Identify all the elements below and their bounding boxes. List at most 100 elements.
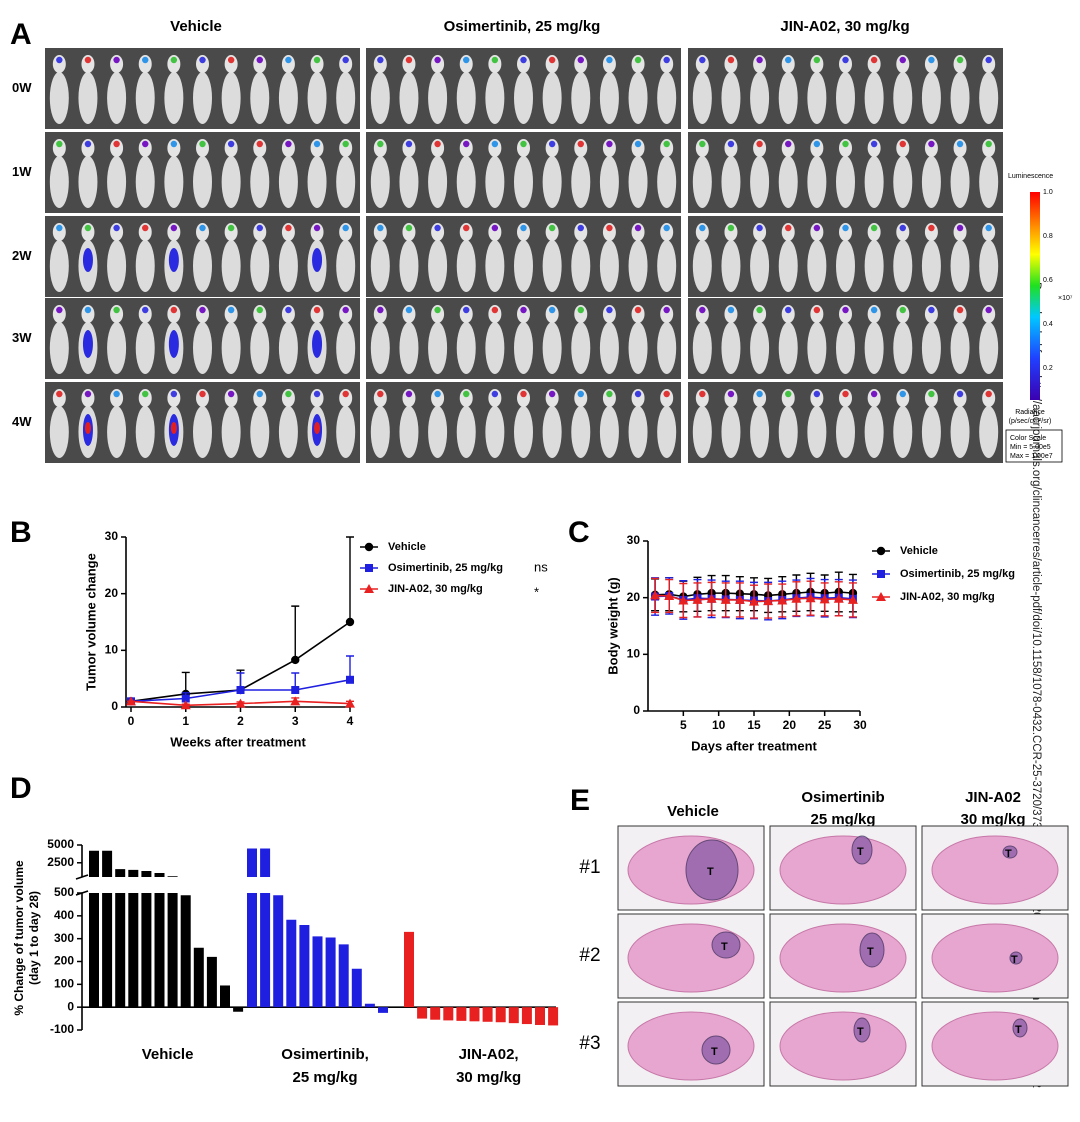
y-tick-label: 2500 [47, 855, 74, 869]
mouse-body [721, 156, 741, 208]
bar [141, 870, 152, 1008]
mouse-head [810, 139, 824, 157]
group-label: 25 mg/kg [293, 1069, 358, 1086]
mouse-body [542, 72, 562, 124]
signal [342, 306, 349, 314]
mouse-head [924, 389, 938, 407]
signal [520, 56, 527, 64]
signal [227, 306, 235, 314]
signal [256, 306, 263, 314]
mouse-head [52, 55, 66, 73]
mouse-head [310, 223, 324, 241]
signal [813, 390, 821, 398]
mouse-body [893, 72, 913, 124]
signal [84, 140, 92, 148]
signal [405, 56, 413, 64]
mouse-head [724, 223, 738, 241]
group-label: Vehicle [142, 1046, 194, 1063]
mouse-body [49, 240, 69, 292]
column-header: Osimertinib [801, 789, 884, 806]
signal [899, 140, 906, 148]
mouse-head [602, 389, 616, 407]
mouse-body [950, 406, 970, 458]
signal [377, 56, 384, 64]
signal [199, 224, 206, 232]
mouse-body [692, 240, 712, 292]
mouse-body [221, 406, 241, 458]
mouse-head [167, 305, 181, 323]
marker [833, 593, 844, 603]
mouse-head [953, 55, 967, 73]
mouse-head [431, 389, 445, 407]
mouse-body [107, 240, 127, 292]
signal [756, 306, 763, 314]
mouse-head [574, 55, 588, 73]
column-header: 30 mg/kg [960, 811, 1025, 828]
mouse-body [250, 322, 270, 374]
brain-section [931, 835, 1059, 905]
mouse-head [373, 389, 387, 407]
signal [956, 140, 964, 148]
mouse-body [599, 72, 619, 124]
bar [443, 1007, 454, 1021]
mouse-head [982, 389, 996, 407]
signal [606, 56, 613, 64]
signal [313, 390, 321, 398]
signal [491, 390, 499, 398]
mouse-head [753, 389, 767, 407]
signal [756, 140, 763, 148]
signal [727, 56, 735, 64]
x-tick-label: 1 [182, 714, 189, 728]
mouse-body [628, 322, 648, 374]
mouse-head [781, 305, 795, 323]
signal [199, 390, 206, 398]
mouse-body [692, 156, 712, 208]
mouse-head [339, 55, 353, 73]
signal [727, 140, 735, 148]
mouse-head [924, 139, 938, 157]
mouse-head [459, 389, 473, 407]
mouse-body [750, 406, 770, 458]
legend-label: Osimertinib, 25 mg/kg [388, 562, 503, 574]
signal [985, 306, 992, 314]
axis-break [75, 874, 89, 896]
mouse-head [402, 389, 416, 407]
mouse-body [485, 156, 505, 208]
marker [734, 594, 745, 604]
bar [312, 936, 323, 1008]
colorbar-tick: 0.4 [1043, 321, 1053, 328]
signal-body [168, 248, 179, 272]
signal [548, 140, 556, 148]
colorbar-tick: 0.6 [1043, 277, 1053, 284]
signal [842, 140, 849, 148]
mouse-head [781, 223, 795, 241]
bar [430, 1007, 441, 1020]
signal [227, 390, 235, 398]
mouse-body [485, 240, 505, 292]
signal [434, 140, 441, 148]
mouse-body [78, 72, 98, 124]
mouse-body [628, 240, 648, 292]
mouse-head [896, 305, 910, 323]
mouse-body [221, 322, 241, 374]
signal [606, 224, 613, 232]
mouse-body [750, 72, 770, 124]
signal [227, 56, 235, 64]
mouse-head [753, 55, 767, 73]
mouse-head [488, 305, 502, 323]
mouse-body [399, 240, 419, 292]
signal [56, 306, 63, 314]
bar [338, 944, 349, 1008]
tumor [701, 1035, 731, 1065]
colorbar-label: Radiance [1015, 409, 1045, 416]
signal [142, 306, 149, 314]
mouse-head [953, 223, 967, 241]
signal [227, 140, 235, 148]
mouse-head [631, 305, 645, 323]
signal [227, 224, 235, 232]
signal [928, 56, 935, 64]
x-tick-label: 10 [712, 718, 726, 732]
mouse-body [456, 156, 476, 208]
signal [870, 56, 878, 64]
brain-section [779, 835, 907, 905]
